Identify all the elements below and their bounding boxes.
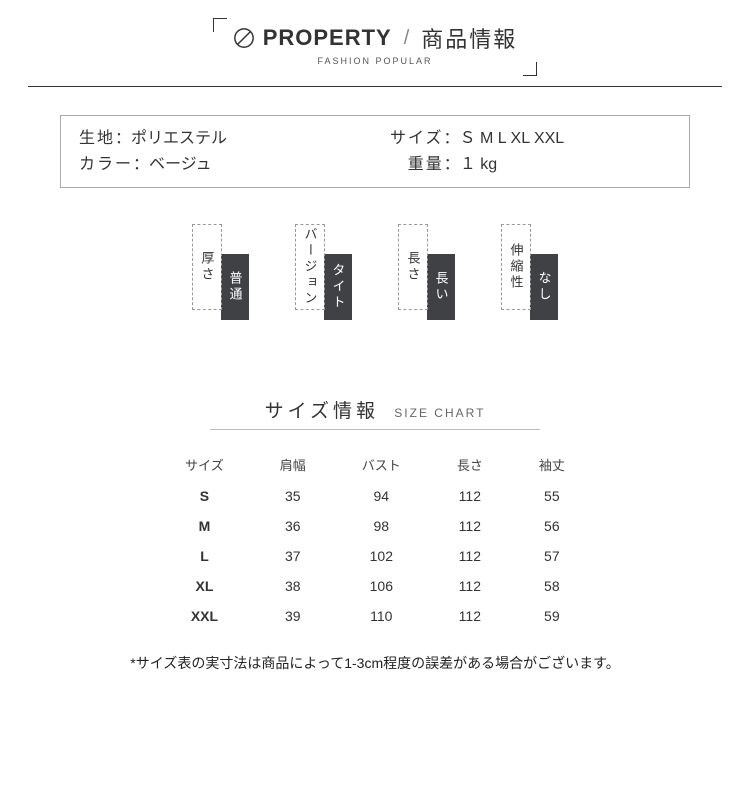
info-weight: 重量：１ kg [390, 152, 671, 178]
title-row: PROPERTY / 商品情報 [233, 22, 518, 54]
subtitle: FASHION POPULAR [233, 56, 518, 66]
col-size: サイズ [157, 448, 252, 481]
table-row: M369811256 [157, 511, 593, 541]
corner-bottom-right [523, 62, 537, 76]
table-cell: 37 [252, 541, 334, 571]
table-cell: 112 [429, 601, 511, 631]
attr-thickness: 厚さ 普通 [192, 224, 249, 310]
table-cell: L [157, 541, 252, 571]
attr-stretch-value: なし [530, 254, 558, 320]
table-row: L3710211257 [157, 541, 593, 571]
header: PROPERTY / 商品情報 FASHION POPULAR [0, 0, 750, 76]
table-cell: 58 [511, 571, 593, 601]
title-separator: / [400, 27, 414, 50]
attr-stretch: 伸縮性 なし [501, 224, 558, 310]
leaf-slash-icon [233, 27, 255, 49]
attr-version-label: バージョン [295, 224, 325, 310]
corner-top-left [213, 18, 227, 32]
table-cell: 59 [511, 601, 593, 631]
table-cell: M [157, 511, 252, 541]
fabric-label: 生地 [79, 130, 115, 147]
table-cell: 102 [334, 541, 429, 571]
table-cell: 110 [334, 601, 429, 631]
table-cell: 94 [334, 481, 429, 511]
attr-thickness-value: 普通 [221, 254, 249, 320]
col-shoulder: 肩幅 [252, 448, 334, 481]
table-cell: 106 [334, 571, 429, 601]
col-bust: バスト [334, 448, 429, 481]
table-cell: 112 [429, 511, 511, 541]
col-sleeve: 袖丈 [511, 448, 593, 481]
table-cell: XXL [157, 601, 252, 631]
table-cell: 36 [252, 511, 334, 541]
table-cell: XL [157, 571, 252, 601]
size-table: サイズ 肩幅 バスト 長さ 袖丈 S359411255M369811256L37… [157, 448, 593, 631]
header-frame: PROPERTY / 商品情報 FASHION POPULAR [213, 18, 538, 76]
attr-stretch-label: 伸縮性 [501, 224, 531, 310]
color-value: ベージュ [149, 156, 212, 173]
size-chart-title: サイズ情報 SIZE CHART [0, 396, 750, 423]
size-table-body: S359411255M369811256L3710211257XL3810611… [157, 481, 593, 631]
fabric-value: ポリエステル [131, 130, 227, 147]
table-cell: 56 [511, 511, 593, 541]
size-chart-divider [210, 429, 540, 430]
table-cell: 39 [252, 601, 334, 631]
color-label: カラー [79, 156, 133, 173]
product-info-box: 生地：ポリエステル カラー：ベージュ サイズ：Ｓ M L XL XXL 重量：１… [60, 115, 690, 188]
weight-label: 重量 [408, 156, 444, 173]
size-value: Ｓ M L XL XXL [460, 130, 565, 147]
attr-length-value: 長い [427, 254, 455, 320]
table-cell: 57 [511, 541, 593, 571]
attr-length: 長さ 長い [398, 224, 455, 310]
attr-length-label: 長さ [398, 224, 428, 310]
table-cell: 98 [334, 511, 429, 541]
col-length: 長さ [429, 448, 511, 481]
table-row: S359411255 [157, 481, 593, 511]
header-divider [28, 86, 722, 87]
size-title-en: SIZE CHART [394, 406, 485, 420]
table-cell: 35 [252, 481, 334, 511]
size-note: *サイズ表の実寸法は商品によって1-3cm程度の誤差がある場合がございます。 [0, 653, 750, 673]
table-row: XL3810611258 [157, 571, 593, 601]
attributes-row: 厚さ 普通 バージョン タイト 長さ 長い 伸縮性 なし [0, 224, 750, 310]
size-table-header-row: サイズ 肩幅 バスト 長さ 袖丈 [157, 448, 593, 481]
info-size: サイズ：Ｓ M L XL XXL [390, 126, 671, 152]
info-fabric: 生地：ポリエステル [79, 126, 360, 152]
table-row: XXL3911011259 [157, 601, 593, 631]
size-label: サイズ [390, 130, 444, 147]
table-cell: 112 [429, 481, 511, 511]
table-cell: 55 [511, 481, 593, 511]
table-cell: 112 [429, 541, 511, 571]
title-japanese: 商品情報 [421, 22, 517, 54]
title-english: PROPERTY [263, 25, 392, 51]
info-color: カラー：ベージュ [79, 152, 360, 178]
table-cell: 112 [429, 571, 511, 601]
attr-version: バージョン タイト [295, 224, 352, 310]
info-column-left: 生地：ポリエステル カラー：ベージュ [79, 126, 360, 177]
table-cell: S [157, 481, 252, 511]
attr-version-value: タイト [324, 254, 352, 320]
attr-thickness-label: 厚さ [192, 224, 222, 310]
weight-value: １ kg [460, 156, 497, 173]
table-cell: 38 [252, 571, 334, 601]
info-column-right: サイズ：Ｓ M L XL XXL 重量：１ kg [360, 126, 671, 177]
size-title-jp: サイズ情報 [265, 401, 379, 422]
